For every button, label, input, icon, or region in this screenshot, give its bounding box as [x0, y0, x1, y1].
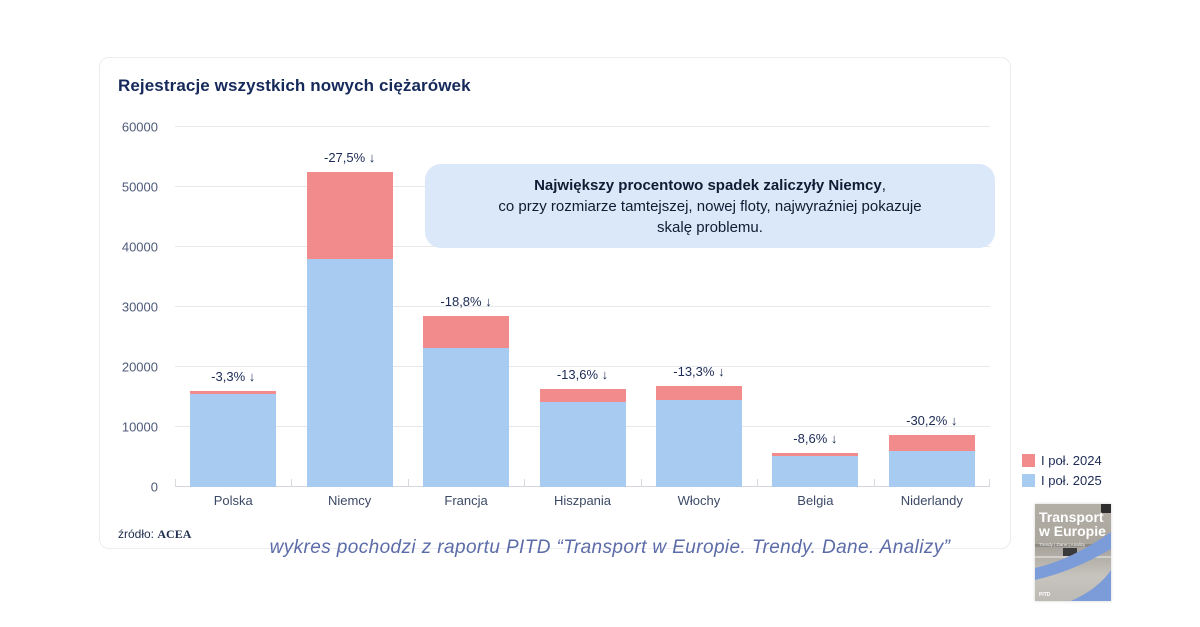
cover-brand: PITD — [1039, 592, 1051, 598]
bar-change-label-polska: -3,3% ↓ — [211, 368, 256, 384]
chart-legend: I poł. 2024 I poł. 2025 — [1022, 453, 1102, 493]
bar-change-label-niemcy: -27,5% ↓ — [323, 150, 376, 166]
x-category-hiszpania: Hiszpania — [553, 493, 612, 508]
gridline-60000 — [175, 126, 990, 127]
y-axis-labels: 0 10000 20000 30000 40000 50000 60000 — [100, 120, 166, 495]
legend-swatch-2024 — [1022, 454, 1035, 467]
cover-title-line1: Transport — [1039, 509, 1104, 525]
legend-label-2025: I poł. 2025 — [1041, 473, 1102, 488]
callout-line3: skalę problemu. — [657, 218, 763, 236]
x-axis-tick — [757, 479, 758, 487]
chart-title: Rejestracje wszystkich nowych ciężarówek — [118, 76, 471, 95]
x-category-polska: Polska — [213, 493, 253, 508]
x-axis-tick — [291, 479, 292, 487]
callout-line2: co przy rozmiarze tamtejszej, nowej flot… — [498, 197, 922, 215]
report-caption: wykres pochodzi z raportu PITD “Transpor… — [269, 537, 951, 558]
x-category-włochy: Włochy — [677, 493, 721, 508]
x-category-belgia: Belgia — [797, 493, 834, 508]
gridline-20000 — [175, 366, 990, 367]
bar-hiszpania — [539, 389, 626, 487]
cover-swoosh-band — [1035, 532, 1111, 580]
bar-segment-2025 — [423, 348, 510, 487]
bar-change-label-belgia: -8,6% ↓ — [793, 431, 838, 447]
y-tick-20000: 20000 — [121, 359, 158, 375]
x-category-niderlandy: Niderlandy — [900, 493, 963, 508]
legend-item-2024: I poł. 2024 — [1022, 453, 1102, 468]
callout-bold-text: Największy procentowo spadek zaliczyły N… — [534, 176, 882, 194]
bar-segment-2025 — [190, 394, 277, 487]
bar-włochy — [655, 386, 742, 487]
bar-change-label-hiszpania: -13,6% ↓ — [556, 367, 609, 383]
source-prefix: źródło: — [118, 527, 158, 541]
y-tick-30000: 30000 — [121, 299, 158, 315]
source-note: źródło: ACEA — [118, 527, 191, 542]
source-name: ACEA — [157, 527, 192, 541]
x-axis-tick — [408, 479, 409, 487]
cover-swoosh-corner — [1071, 570, 1111, 601]
x-axis-tick — [874, 479, 875, 487]
x-category-niemcy: Niemcy — [327, 493, 372, 508]
callout-comma: , — [881, 176, 886, 194]
legend-label-2024: I poł. 2024 — [1041, 453, 1102, 468]
bar-niemcy — [306, 172, 393, 487]
legend-swatch-2025 — [1022, 474, 1035, 487]
bar-niderlandy — [888, 435, 975, 487]
bar-francja — [423, 316, 510, 487]
callout-box: Największy procentowo spadek zaliczyły N… — [425, 164, 995, 248]
x-category-francja: Francja — [444, 493, 488, 508]
gridline-30000 — [175, 306, 990, 307]
y-tick-40000: 40000 — [121, 239, 158, 255]
bar-segment-2025 — [772, 456, 859, 487]
bar-belgia — [772, 453, 859, 487]
x-axis-tick — [989, 479, 990, 487]
report-cover-art: Transport w Europie Trendy | Dane | Anal… — [1035, 504, 1111, 601]
x-axis-tick — [175, 479, 176, 487]
report-cover-thumbnail: Transport w Europie Trendy | Dane | Anal… — [1035, 504, 1111, 601]
x-axis-labels: Polska Niemcy Francja Hiszpania Włochy Belgia… — [175, 493, 990, 513]
y-tick-50000: 50000 — [121, 179, 158, 195]
bar-segment-2025 — [306, 259, 393, 487]
bar-change-label-włochy: -13,3% ↓ — [673, 364, 725, 380]
bar-polska — [190, 390, 277, 487]
x-axis-tick — [641, 479, 642, 487]
bar-change-label-niderlandy: -30,2% ↓ — [906, 413, 958, 429]
y-tick-10000: 10000 — [121, 419, 158, 435]
bar-segment-2025 — [888, 451, 975, 487]
y-tick-0: 0 — [150, 479, 158, 495]
y-tick-60000: 60000 — [121, 119, 158, 135]
bar-segment-2025 — [539, 402, 626, 487]
bar-segment-2025 — [655, 399, 742, 487]
bar-change-label-francja: -18,8% ↓ — [440, 294, 492, 310]
x-axis-tick — [524, 479, 525, 487]
cover-subtitle: Trendy | Dane | Analizy — [1039, 542, 1086, 547]
cover-title-line2: w Europie — [1038, 523, 1106, 539]
callout-text: Największy procentowo spadek zaliczyły N… — [498, 175, 921, 238]
legend-item-2025: I poł. 2025 — [1022, 473, 1102, 488]
plot-area: -3,3% ↓ -27,5% ↓ -18,8% ↓ -13,6% ↓ -13,3% ↓ -… — [175, 126, 990, 487]
